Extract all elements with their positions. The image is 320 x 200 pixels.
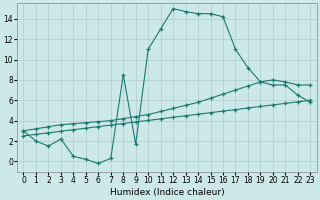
X-axis label: Humidex (Indice chaleur): Humidex (Indice chaleur) <box>109 188 224 197</box>
